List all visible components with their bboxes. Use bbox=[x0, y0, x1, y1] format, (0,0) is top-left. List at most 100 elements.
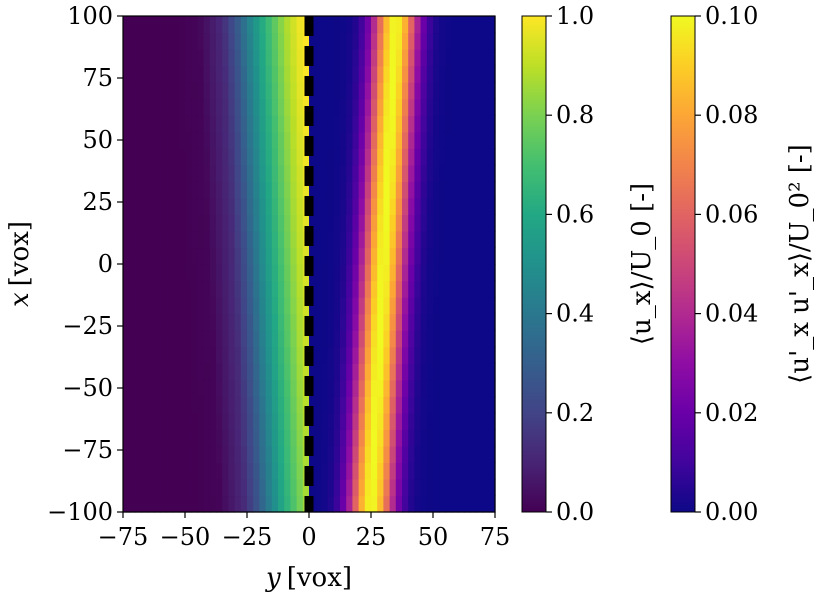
heatmap-cell bbox=[222, 264, 229, 282]
heatmap-cell bbox=[395, 181, 403, 199]
heatmap-cell bbox=[340, 330, 347, 348]
heatmap-cell bbox=[488, 396, 496, 414]
heatmap-cell bbox=[284, 396, 291, 414]
heatmap-cell bbox=[488, 330, 496, 348]
heatmap-cell bbox=[420, 412, 428, 430]
heatmap-cell bbox=[135, 478, 143, 497]
heatmap-cell bbox=[185, 131, 192, 149]
heatmap-cell bbox=[408, 330, 415, 348]
heatmap-cell bbox=[402, 429, 409, 447]
heatmap-cell bbox=[408, 313, 415, 331]
colorbar-mean-velocity-tick-label: 0.4 bbox=[556, 300, 594, 328]
heatmap-cell bbox=[402, 65, 409, 83]
heatmap-cell bbox=[284, 429, 291, 447]
heatmap-cell bbox=[482, 65, 490, 83]
heatmap-cell bbox=[333, 297, 341, 315]
heatmap-cell bbox=[278, 412, 285, 430]
heatmap-cell bbox=[451, 313, 459, 331]
heatmap-cell bbox=[358, 330, 366, 348]
heatmap-cell bbox=[333, 214, 341, 232]
heatmap-cell bbox=[209, 247, 217, 265]
heatmap-cell bbox=[364, 462, 372, 480]
heatmap-cell bbox=[340, 478, 347, 497]
heatmap-cell bbox=[166, 230, 174, 249]
heatmap-cell bbox=[172, 396, 180, 414]
heatmap-cell bbox=[476, 297, 484, 315]
heatmap-cell bbox=[420, 82, 428, 100]
heatmap-cell bbox=[315, 379, 322, 397]
heatmap-cell bbox=[482, 264, 490, 282]
heatmap-cell bbox=[154, 247, 161, 265]
heatmap-cell bbox=[259, 412, 267, 430]
heatmap-cell bbox=[271, 412, 279, 430]
heatmap-cell bbox=[203, 495, 211, 513]
heatmap-cell bbox=[284, 148, 291, 166]
heatmap-cell bbox=[197, 495, 205, 513]
heatmap-cell bbox=[371, 247, 378, 265]
heatmap-cell bbox=[259, 379, 267, 397]
heatmap-cell bbox=[259, 297, 267, 315]
heatmap-cell bbox=[476, 164, 484, 182]
heatmap-cell bbox=[420, 247, 428, 265]
heatmap-cell bbox=[253, 330, 260, 348]
heatmap-cell bbox=[141, 148, 149, 166]
heatmap-cell bbox=[123, 131, 130, 149]
heatmap-cell bbox=[327, 115, 335, 133]
heatmap-cell bbox=[172, 214, 180, 232]
heatmap-cell bbox=[271, 396, 279, 414]
heatmap-cell bbox=[352, 49, 360, 67]
heatmap-cell bbox=[160, 280, 167, 298]
heatmap-cell bbox=[340, 98, 347, 116]
heatmap-cell bbox=[185, 197, 192, 215]
heatmap-cell bbox=[402, 197, 409, 215]
heatmap-cell bbox=[327, 32, 335, 50]
heatmap-cell bbox=[172, 16, 180, 34]
heatmap-cell bbox=[166, 429, 174, 447]
heatmap-cell bbox=[408, 115, 415, 133]
heatmap-cell bbox=[135, 32, 143, 50]
heatmap-cell bbox=[377, 49, 384, 67]
colorbar-velocity-variance-tick-label: 0.08 bbox=[705, 101, 758, 129]
heatmap-cell bbox=[395, 247, 403, 265]
heatmap-cell bbox=[346, 214, 353, 232]
heatmap-cell bbox=[346, 363, 353, 381]
heatmap-cell bbox=[402, 148, 409, 166]
heatmap-cell bbox=[439, 82, 446, 100]
heatmap-cell bbox=[482, 346, 490, 364]
heatmap-cell bbox=[340, 16, 347, 34]
heatmap-cell bbox=[315, 148, 322, 166]
heatmap-cell bbox=[321, 197, 329, 215]
heatmap-cell bbox=[371, 148, 378, 166]
heatmap-cell bbox=[265, 264, 273, 282]
heatmap-cell bbox=[333, 49, 341, 67]
heatmap-cell bbox=[166, 264, 174, 282]
heatmap-cell bbox=[240, 65, 248, 83]
heatmap-cell bbox=[389, 396, 397, 414]
heatmap-cell bbox=[253, 65, 260, 83]
heatmap-cell bbox=[197, 164, 205, 182]
heatmap-cell bbox=[340, 363, 347, 381]
y-tick-label: 100 bbox=[67, 2, 113, 30]
heatmap-cell bbox=[296, 16, 304, 34]
heatmap-cell bbox=[389, 98, 397, 116]
heatmap-cell bbox=[321, 32, 329, 50]
heatmap-cell bbox=[395, 264, 403, 282]
heatmap-cell bbox=[296, 412, 304, 430]
heatmap-cell bbox=[234, 32, 242, 50]
heatmap-cell bbox=[433, 49, 440, 67]
heatmap-cell bbox=[439, 148, 446, 166]
heatmap-cell bbox=[457, 197, 465, 215]
heatmap-cell bbox=[395, 445, 403, 463]
heatmap-cell bbox=[141, 131, 149, 149]
heatmap-cell bbox=[265, 297, 273, 315]
heatmap-cell bbox=[389, 297, 397, 315]
heatmap-cell bbox=[259, 462, 267, 480]
heatmap-cell bbox=[160, 264, 167, 282]
heatmap-cell bbox=[203, 115, 211, 133]
heatmap-cell bbox=[445, 462, 453, 480]
heatmap-cell bbox=[129, 247, 136, 265]
heatmap-cell bbox=[166, 313, 174, 331]
heatmap-cell bbox=[464, 495, 471, 513]
heatmap-cell bbox=[160, 412, 167, 430]
heatmap-cell bbox=[290, 462, 298, 480]
